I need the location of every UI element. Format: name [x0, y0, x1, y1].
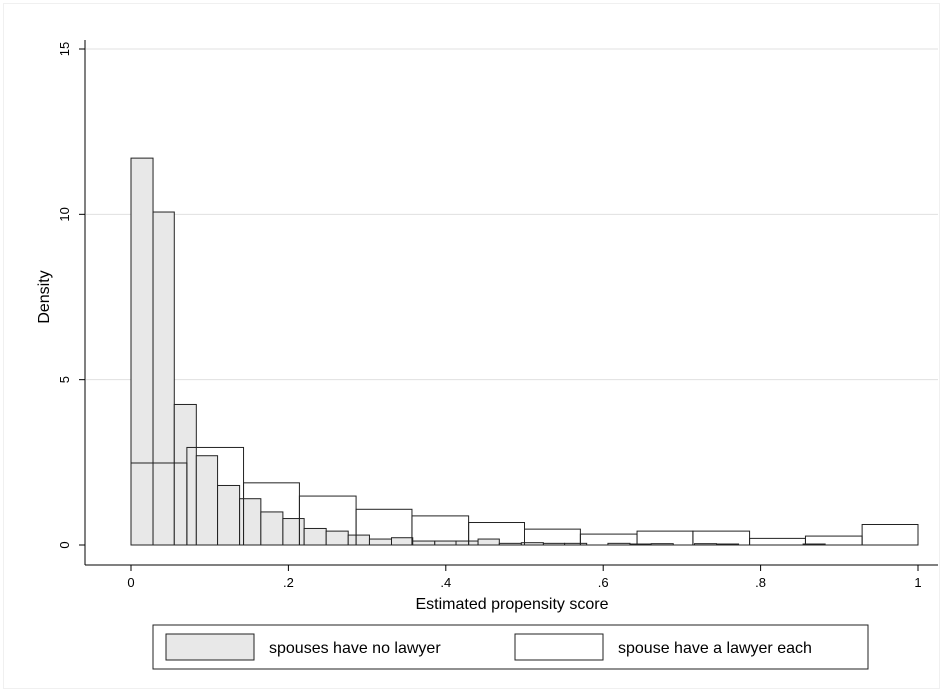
- legend-key-no-lawyer: [165, 633, 255, 661]
- x-tick-label: 1: [914, 575, 921, 590]
- legend-key-lawyer-each: [514, 633, 604, 661]
- bar-lawyer-each: [749, 537, 806, 546]
- bar-no-lawyer: [130, 157, 154, 546]
- y-tick-label: 5: [57, 376, 72, 383]
- bar-no-lawyer: [455, 540, 479, 546]
- x-tick-label: .8: [755, 575, 766, 590]
- legend-label-no-lawyer: spouses have no lawyer: [269, 640, 441, 657]
- bar-no-lawyer: [434, 540, 457, 546]
- bar-no-lawyer: [152, 211, 175, 546]
- bar-no-lawyer: [282, 518, 305, 546]
- y-tick-label: 15: [57, 42, 72, 56]
- bar-no-lawyer: [239, 498, 262, 546]
- y-tick-label: 0: [57, 541, 72, 548]
- x-axis-label: Estimated propensity score: [416, 596, 609, 613]
- bar-no-lawyer: [412, 540, 436, 546]
- histogram-bars: [130, 157, 919, 546]
- axes: 0 5 10 15 0 .2 .4 .6 .8 1: [57, 40, 938, 590]
- bar-no-lawyer: [325, 530, 349, 546]
- bar-no-lawyer: [173, 403, 197, 546]
- bar-no-lawyer: [303, 527, 327, 546]
- bar-lawyer-each: [861, 523, 919, 546]
- gridlines: [86, 48, 938, 381]
- bar-no-lawyer: [368, 538, 392, 546]
- y-tick-label: 10: [57, 207, 72, 221]
- chart-border: [3, 3, 940, 689]
- legend-box: [152, 624, 869, 670]
- bar-no-lawyer: [260, 511, 284, 546]
- bar-lawyer-each: [692, 530, 751, 546]
- x-tick-label: .2: [283, 575, 294, 590]
- bar-no-lawyer: [477, 538, 500, 546]
- legend-label-lawyer-each: spouse have a lawyer each: [618, 640, 812, 657]
- bar-lawyer-each: [636, 530, 694, 546]
- bar-no-lawyer: [347, 534, 370, 546]
- bar-no-lawyer: [195, 455, 219, 546]
- bar-no-lawyer: [390, 537, 414, 546]
- x-tick-label: .4: [440, 575, 451, 590]
- x-tick-label: 0: [127, 575, 134, 590]
- x-tick-label: .6: [598, 575, 609, 590]
- y-axis-label: Density: [36, 270, 53, 323]
- bar-no-lawyer: [217, 484, 241, 546]
- legend: spouses have no lawyer spouse have a law…: [152, 624, 869, 670]
